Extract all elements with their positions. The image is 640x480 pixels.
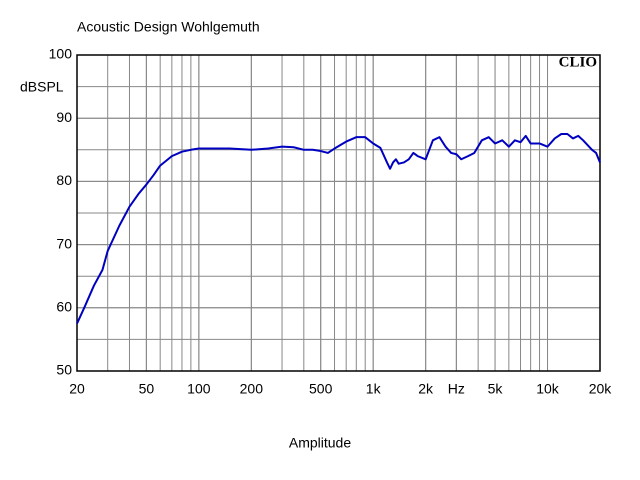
plot-frame — [76, 54, 601, 372]
y-tick-label: 90 — [56, 109, 72, 125]
x-tick-label: 10k — [536, 381, 560, 397]
chart-title: Acoustic Design Wohlgemuth — [77, 19, 260, 35]
y-axis-label: dBSPL — [20, 79, 64, 95]
y-tick-label: 60 — [56, 299, 72, 315]
x-axis-label: Amplitude — [289, 435, 351, 451]
x-tick-label: 500 — [309, 381, 333, 397]
y-tick-label: 80 — [56, 172, 72, 188]
x-tick-label: Hz — [448, 381, 465, 397]
x-tick-label: 100 — [187, 381, 211, 397]
x-tick-label: 20k — [589, 381, 613, 397]
x-tick-label: 20 — [69, 381, 85, 397]
y-tick-label: 50 — [56, 362, 72, 378]
y-tick-label: 100 — [49, 46, 73, 62]
x-tick-label: 2k — [418, 381, 434, 397]
x-tick-label: 50 — [139, 381, 155, 397]
response-curve — [76, 133, 601, 325]
x-tick-label: 1k — [366, 381, 382, 397]
y-tick-label: 70 — [56, 235, 72, 251]
x-tick-label: 5k — [488, 381, 504, 397]
x-tick-label: 200 — [240, 381, 264, 397]
watermark: CLIO — [559, 54, 597, 70]
